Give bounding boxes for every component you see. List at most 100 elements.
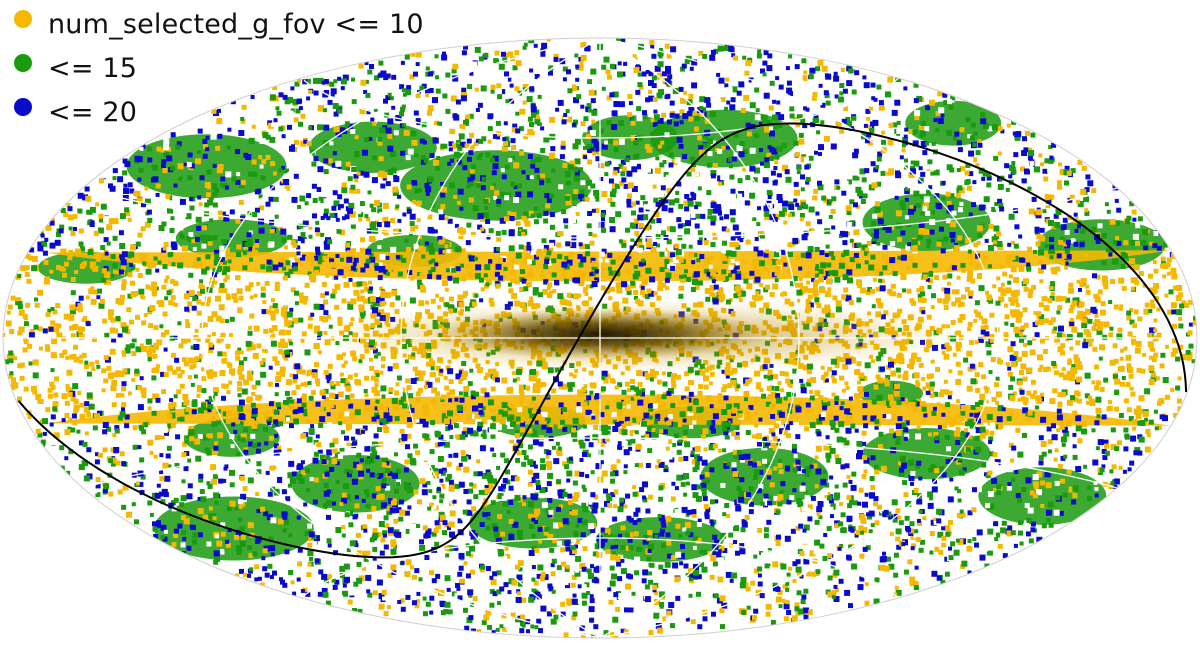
data-point [305,468,310,474]
data-point [592,551,598,557]
data-point [297,236,303,242]
data-point [54,239,61,246]
data-point [610,545,615,550]
data-point [219,370,226,376]
data-point [166,365,173,372]
data-point [850,484,857,491]
data-point [415,118,421,124]
data-point [591,119,596,124]
data-point [375,486,381,492]
data-point [1095,446,1100,451]
data-point [1039,314,1045,320]
data-point [920,171,926,177]
data-point [894,585,899,590]
data-point [581,519,588,526]
data-point [192,247,197,251]
data-point [678,534,683,538]
data-point [413,443,419,449]
data-point [424,241,429,246]
data-point [620,160,626,165]
data-point [660,140,665,145]
data-point [656,295,662,301]
data-point [658,485,664,491]
data-point [967,134,972,139]
data-point [574,470,581,477]
data-point [757,206,761,211]
data-point [120,393,125,398]
data-point [690,453,695,457]
data-point [694,126,699,132]
data-point [327,508,332,514]
data-point [886,259,892,265]
data-point [601,438,607,444]
data-point [444,385,450,391]
data-point [590,492,596,498]
data-point [530,111,537,118]
data-point [68,387,74,393]
data-point [927,159,933,165]
data-point [352,227,359,234]
data-point [420,159,426,165]
data-point [493,526,499,532]
data-point [469,368,474,373]
data-point [663,429,668,435]
data-point [654,420,658,425]
data-point [845,385,850,390]
data-point [726,462,731,467]
data-point [601,267,606,271]
data-point [187,483,193,489]
data-point [151,492,157,498]
data-point [766,440,772,446]
data-point [83,261,87,266]
data-point [25,253,31,259]
data-point [1077,310,1084,317]
data-point [463,561,468,566]
data-point [1120,348,1125,353]
data-point [709,404,714,409]
data-point [710,220,716,226]
data-point [710,140,716,146]
data-point [142,211,148,217]
data-point [368,280,372,285]
data-point [871,304,876,309]
data-point [961,430,966,436]
data-point [118,230,124,236]
data-point [285,496,291,502]
data-point [1149,327,1156,334]
data-point [542,288,549,295]
data-point [495,263,502,270]
data-point [1022,136,1027,142]
data-point [390,167,397,174]
data-point [551,168,556,173]
data-point [1094,493,1099,498]
data-point [1176,398,1182,404]
data-point [369,357,373,362]
data-point [49,269,54,274]
data-point [692,399,699,406]
data-point [1077,224,1081,229]
data-point [726,87,733,93]
data-point [830,546,837,553]
data-point [205,147,210,152]
data-point [1156,332,1162,338]
data-point [222,419,226,424]
data-point [551,258,557,264]
data-point [301,397,308,403]
data-point [466,509,473,516]
data-point [422,525,428,531]
data-point [647,403,653,408]
data-point [405,155,411,161]
data-point [917,296,924,303]
data-point [17,273,22,278]
data-point [633,531,639,537]
data-point [333,126,340,133]
data-point [378,603,385,610]
data-point [519,139,525,145]
data-point [691,512,697,518]
data-point [638,261,644,267]
data-point [878,511,883,516]
data-point [163,279,168,284]
data-point [829,94,835,100]
data-point [317,350,322,355]
data-point [968,261,973,266]
